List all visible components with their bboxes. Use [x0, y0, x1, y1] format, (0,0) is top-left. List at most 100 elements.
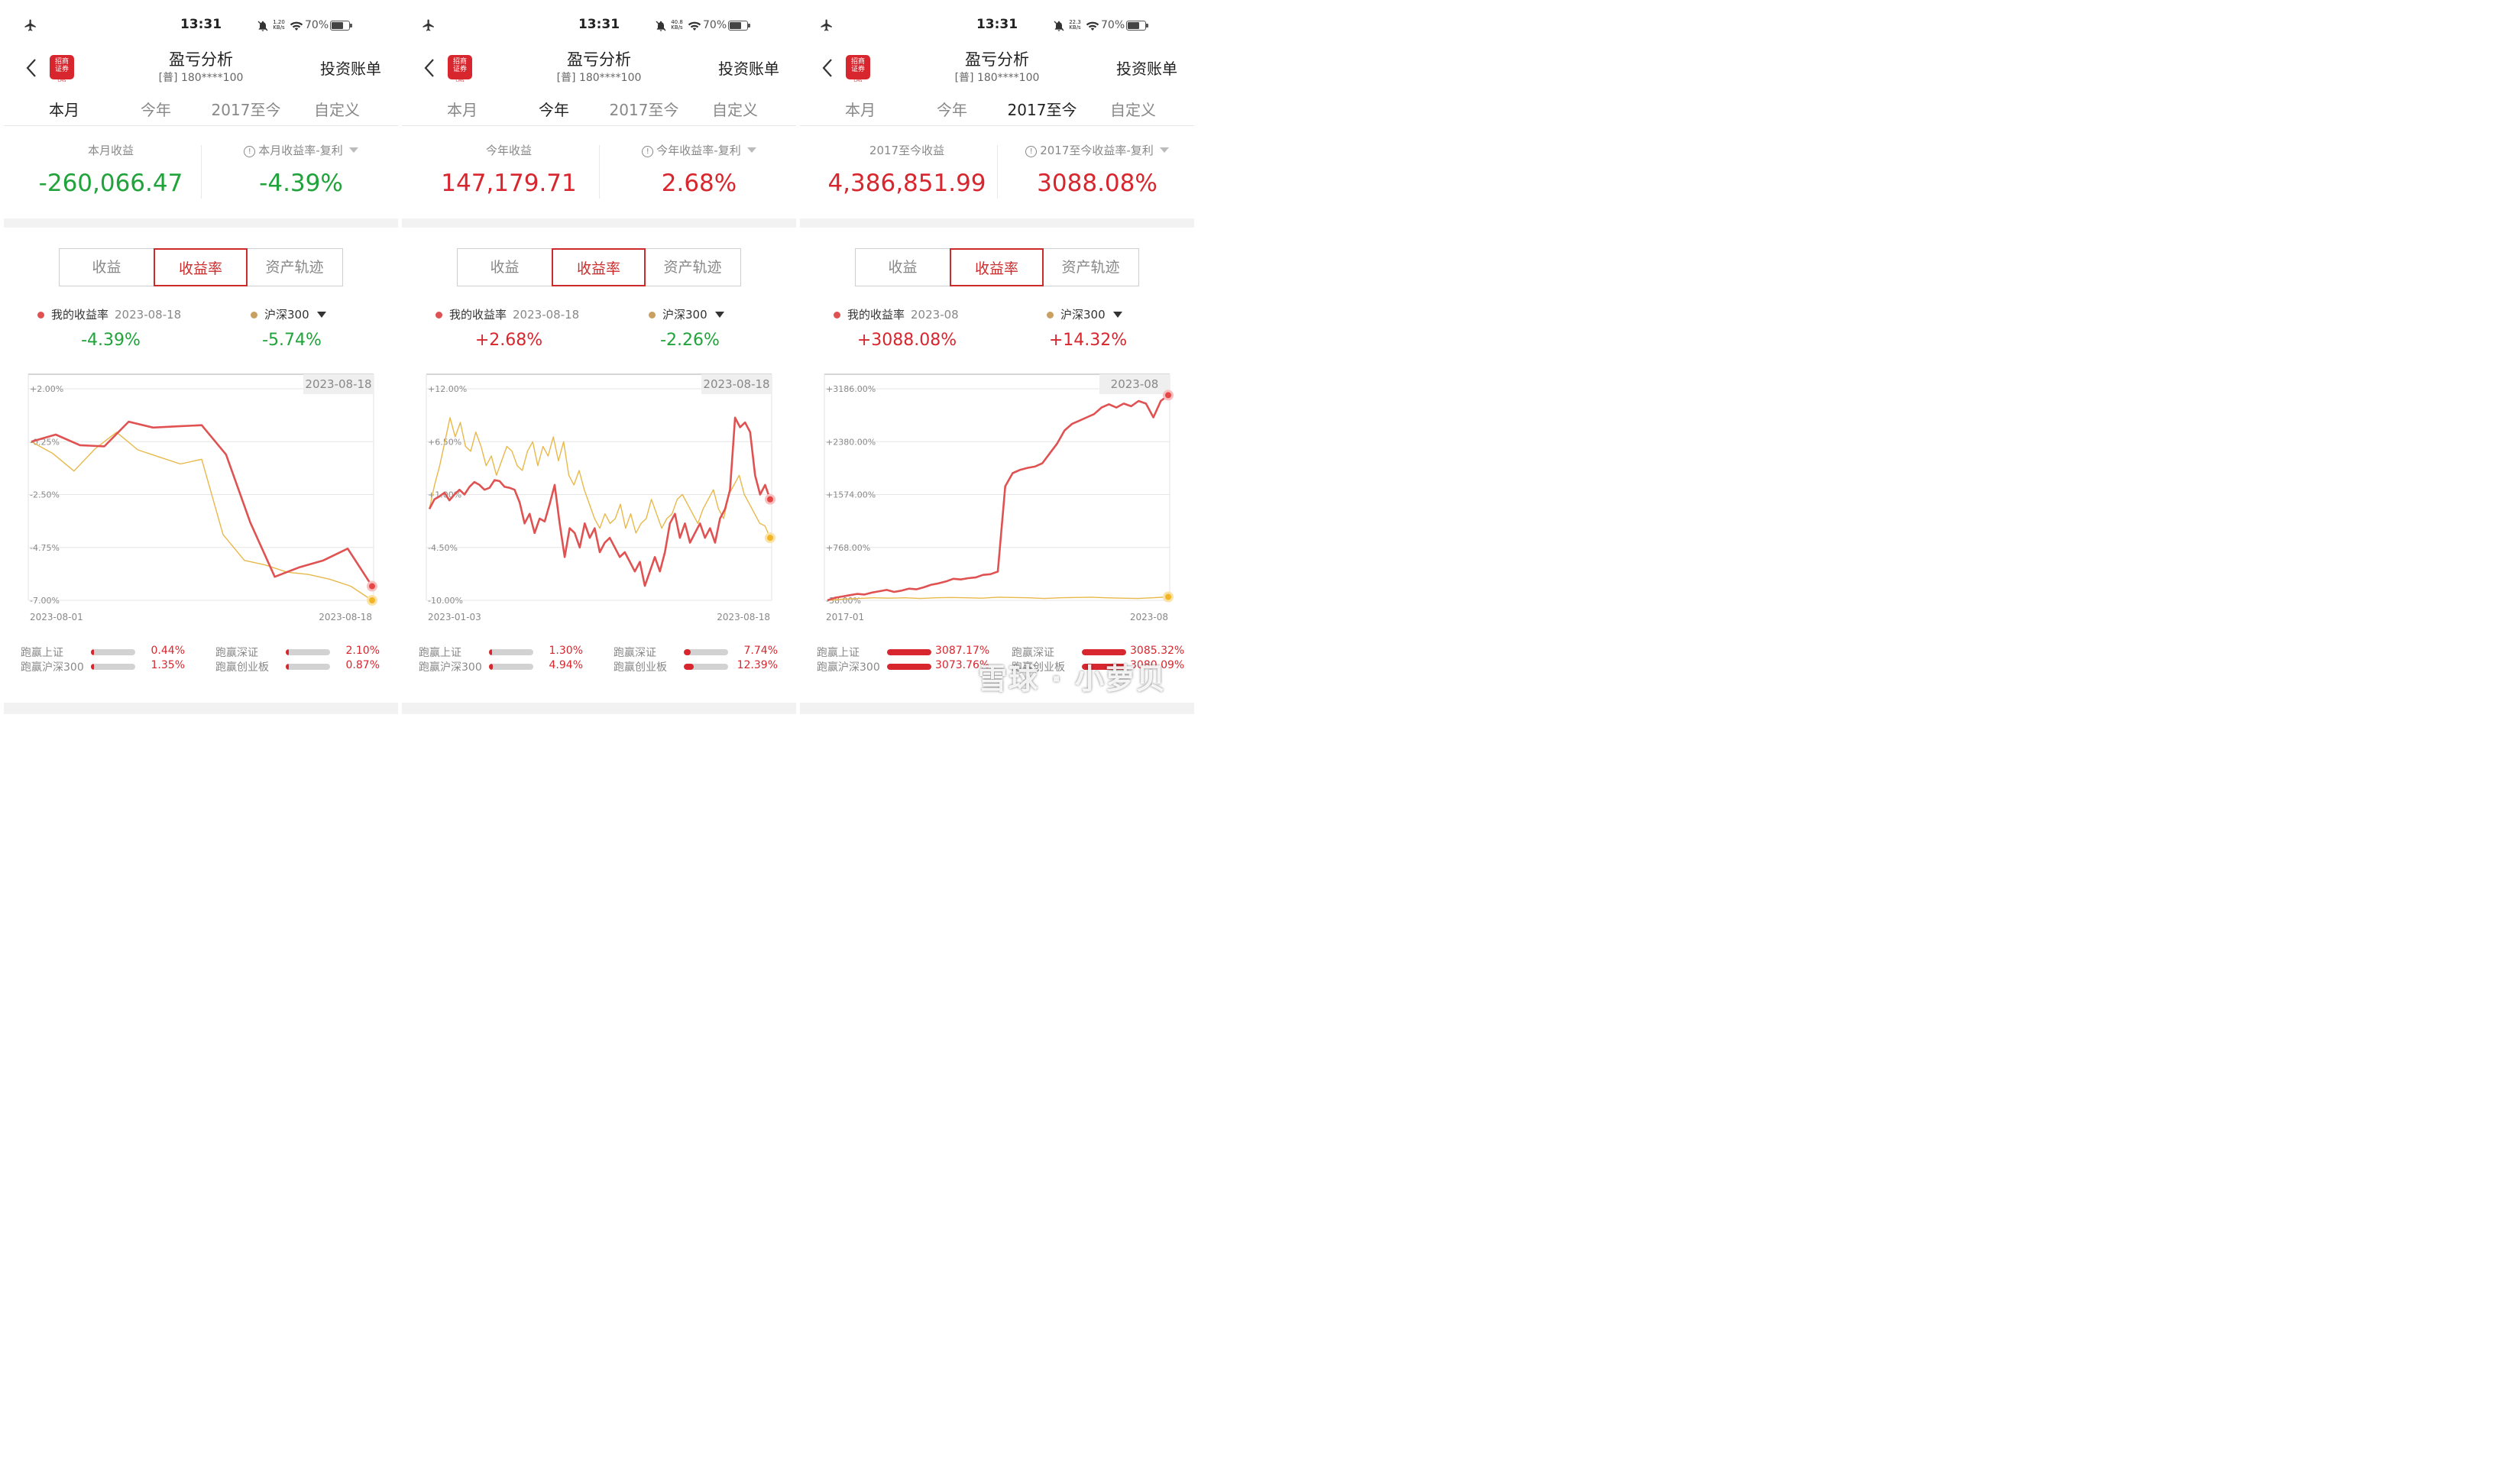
profit-value: 147,179.71	[441, 170, 577, 197]
chart-svg: +2.00%-0.25%-2.50%-4.75%-7.00%2023-08-18…	[28, 373, 377, 622]
rate-label: 本月收益率-复利	[258, 144, 343, 157]
x-end-label: 2023-08-18	[717, 612, 770, 622]
divider	[599, 145, 600, 199]
account-number: [普] 180****100	[556, 72, 642, 84]
benchmark-selector[interactable]: 沪深300	[1060, 306, 1122, 322]
network-speed: 1.20 KB/s	[270, 20, 287, 31]
outperform-label: 跑赢沪深300	[817, 661, 880, 674]
dropdown-caret-icon[interactable]	[316, 312, 326, 318]
account-number: [普] 180****100	[954, 72, 1040, 84]
benchmark-value: -2.26%	[660, 331, 720, 350]
info-icon[interactable]: !	[244, 146, 256, 157]
date-badge: 2023-08	[1111, 377, 1159, 391]
wifi-icon	[688, 20, 701, 32]
profit-label: 本月收益	[87, 144, 134, 157]
period-tab[interactable]: 2017至今	[211, 101, 281, 119]
back-arrow-icon[interactable]	[821, 58, 834, 78]
period-tab[interactable]: 自定义	[1110, 101, 1156, 119]
outperform-bar	[887, 664, 931, 670]
status-bar: 13:31 40.8 KB/s 70%	[402, 0, 796, 47]
period-tab[interactable]: 2017至今	[1007, 101, 1077, 119]
outperform-bar	[887, 649, 931, 655]
outperform-bar	[684, 649, 728, 655]
segment-button[interactable]: 资产轨迹	[265, 259, 324, 276]
outperform-bar-fill	[887, 664, 931, 670]
period-tab[interactable]: 今年	[141, 101, 171, 119]
info-icon[interactable]: !	[1025, 146, 1038, 157]
rate-label-row[interactable]: ! 2017至今收益率-复利	[1000, 142, 1194, 158]
back-arrow-icon[interactable]	[25, 58, 37, 78]
outperform-label: 跑赢创业板	[1012, 661, 1065, 674]
segment-button[interactable]: 资产轨迹	[1061, 259, 1120, 276]
x-start-label: 2023-01-03	[428, 612, 481, 622]
broker-logo-sub: CMS	[57, 79, 66, 83]
dropdown-caret-icon[interactable]	[746, 147, 756, 153]
outperform-bar	[91, 664, 135, 670]
status-bar: 13:31 1.20 KB/s 70%	[4, 0, 398, 47]
period-tab[interactable]: 本月	[49, 101, 79, 119]
dropdown-caret-icon[interactable]	[348, 147, 358, 153]
period-tab[interactable]: 今年	[539, 101, 569, 119]
chart-mode-segment: 收益 收益率 资产轨迹	[59, 248, 343, 286]
segment-button[interactable]: 收益率	[950, 248, 1044, 286]
rate-value: 2.68%	[661, 170, 737, 197]
outperform-bar	[1082, 649, 1126, 655]
outperform-label: 跑赢沪深300	[21, 661, 84, 674]
period-tab[interactable]: 本月	[447, 101, 478, 119]
y-tick-label: +3186.00%	[826, 384, 876, 394]
network-speed-value: 22.3	[1069, 19, 1081, 25]
dropdown-caret-icon[interactable]	[1159, 147, 1169, 153]
outperform-value: 3085.32%	[1130, 645, 1185, 657]
segment-button[interactable]: 收益率	[154, 248, 248, 286]
rate-label-row[interactable]: ! 本月收益率-复利	[204, 142, 398, 158]
investment-bill-link[interactable]: 投资账单	[718, 60, 779, 78]
date-badge-bg	[303, 374, 374, 394]
period-tab[interactable]: 自定义	[712, 101, 758, 119]
y-tick-label: -4.50%	[428, 543, 458, 553]
broker-logo-text: 招商证券	[850, 58, 865, 73]
dropdown-caret-icon[interactable]	[1112, 312, 1122, 318]
rate-label: 今年收益率-复利	[656, 144, 741, 157]
period-tab[interactable]: 今年	[937, 101, 967, 119]
my-rate-legend: 我的收益率 2023-08-18	[449, 306, 579, 322]
broker-logo: 招商证券 CMS	[50, 55, 74, 83]
battery-icon	[728, 21, 750, 31]
segment-button[interactable]: 收益率	[552, 248, 646, 286]
outperform-value: 3080.09%	[1130, 659, 1185, 671]
period-tab[interactable]: 本月	[845, 101, 876, 119]
outperform-bar-fill	[1082, 649, 1126, 655]
my-rate-value: -4.39%	[81, 331, 141, 350]
rate-label-row[interactable]: ! 今年收益率-复利	[602, 142, 796, 158]
period-tab[interactable]: 自定义	[314, 101, 360, 119]
outperform-bar-fill	[489, 664, 493, 670]
investment-bill-link[interactable]: 投资账单	[320, 60, 381, 78]
x-end-label: 2023-08-18	[319, 612, 372, 622]
segment-button[interactable]: 收益	[888, 259, 918, 276]
segment-button[interactable]: 收益	[490, 259, 520, 276]
segment-button[interactable]: 收益	[92, 259, 121, 276]
investment-bill-link[interactable]: 投资账单	[1116, 60, 1177, 78]
outperform-value: 1.35%	[151, 659, 185, 671]
dropdown-caret-icon[interactable]	[714, 312, 724, 318]
wifi-icon	[290, 20, 303, 32]
outperform-bar	[684, 664, 728, 670]
network-speed: 22.3 KB/s	[1067, 20, 1083, 31]
my-rate-dot	[435, 312, 442, 318]
period-tab[interactable]: 2017至今	[609, 101, 679, 119]
benchmark-selector[interactable]: 沪深300	[264, 306, 326, 322]
chart-svg: +3186.00%+2380.00%+1574.00%+768.00%-38.0…	[824, 373, 1174, 622]
broker-logo-text: 招商证券	[452, 58, 467, 73]
outperform-value: 0.87%	[345, 659, 380, 671]
my-rate-label: 我的收益率	[847, 308, 905, 322]
back-arrow-icon[interactable]	[423, 58, 435, 78]
outperform-label: 跑赢沪深300	[419, 661, 482, 674]
network-speed-unit: KB/s	[1069, 24, 1081, 31]
benchmark-label: 沪深300	[662, 308, 707, 322]
outperform-label: 跑赢上证	[21, 647, 63, 659]
segment-button[interactable]: 资产轨迹	[663, 259, 722, 276]
info-icon[interactable]: !	[642, 146, 654, 157]
chart-legend: 我的收益率 2023-08-18 沪深300 +2.68% -2.26%	[402, 302, 796, 363]
my-rate-value: +2.68%	[474, 331, 543, 350]
benchmark-selector[interactable]: 沪深300	[662, 306, 724, 322]
my-rate-endpoint	[369, 583, 375, 590]
